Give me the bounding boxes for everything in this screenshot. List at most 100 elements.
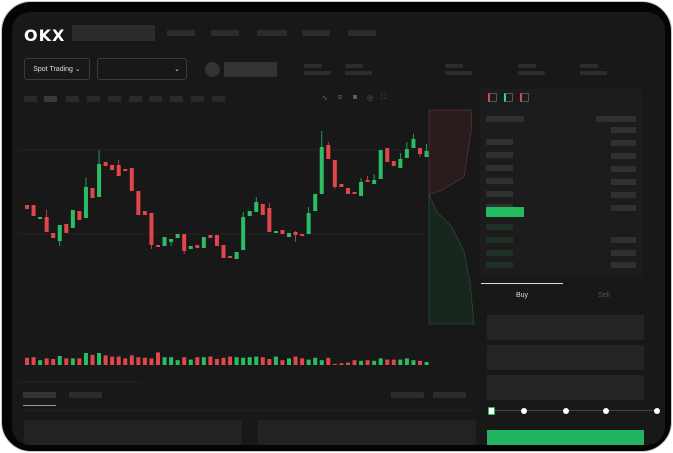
slider-step-100[interactable] (654, 408, 660, 414)
volume-bar (83, 353, 88, 365)
both-sides-icon[interactable] (488, 93, 497, 102)
candle-body (188, 246, 193, 249)
stat-label (580, 64, 598, 68)
volume-bar (136, 357, 141, 365)
order-book-row[interactable] (486, 224, 513, 230)
order-book-row[interactable] (611, 262, 636, 268)
timeframe-button[interactable] (129, 96, 142, 102)
amount-input[interactable] (487, 345, 644, 370)
spot-trading-button[interactable]: Spot Trading ⌄ (24, 58, 90, 80)
candle-body (332, 160, 337, 187)
timeframe-button[interactable] (212, 96, 225, 102)
order-book-row[interactable] (611, 250, 636, 256)
timeframe-button[interactable] (87, 96, 100, 102)
settings-icon[interactable]: ◎ (367, 95, 374, 102)
order-book-row[interactable] (486, 262, 513, 268)
total-input[interactable] (487, 375, 644, 400)
order-book-row[interactable] (611, 179, 636, 185)
candle-body (352, 192, 357, 194)
candle-body (339, 184, 344, 187)
order-book-row[interactable] (611, 127, 636, 133)
nav-item[interactable] (348, 30, 376, 36)
order-book-row[interactable] (486, 191, 513, 197)
nav-item[interactable] (257, 30, 287, 36)
line-chart-icon[interactable]: ∿ (322, 95, 328, 102)
timeframe-button[interactable] (108, 96, 121, 102)
timeframe-button[interactable] (66, 96, 79, 102)
nav-item[interactable] (302, 30, 330, 36)
order-book-row[interactable] (486, 152, 513, 158)
candle-body (267, 208, 272, 232)
filter-button[interactable] (433, 392, 466, 398)
candle-body (260, 204, 265, 215)
timeframe-button[interactable] (44, 96, 57, 102)
order-book-row[interactable] (486, 250, 513, 256)
volume-bar (175, 360, 180, 365)
candlestick-chart[interactable] (12, 12, 665, 445)
timeframe-button[interactable] (24, 96, 37, 102)
slider-step-75[interactable] (603, 408, 609, 414)
candle-body (129, 168, 134, 191)
slider-handle[interactable] (488, 407, 495, 415)
volume-bar (77, 358, 82, 365)
tab-buy[interactable]: Buy (515, 292, 529, 299)
volume-bar (228, 356, 233, 365)
order-book-row[interactable] (486, 116, 524, 122)
timeframe-button[interactable] (191, 96, 204, 102)
order-book-row[interactable] (596, 116, 636, 122)
order-book-row[interactable] (486, 139, 513, 145)
slider-step-50[interactable] (563, 408, 569, 414)
order-book-row[interactable] (611, 192, 636, 198)
nav-item[interactable] (211, 30, 239, 36)
order-book-row[interactable] (611, 205, 636, 211)
timeframe-button[interactable] (149, 96, 162, 102)
orders-card (24, 420, 242, 445)
candle-body (372, 180, 377, 184)
candle-body (398, 159, 403, 168)
nav-item[interactable] (167, 30, 195, 36)
volume-bar (345, 362, 350, 365)
candle-body (169, 239, 174, 242)
candle-body (110, 165, 115, 170)
amount-slider-track[interactable] (492, 410, 657, 411)
volume-bar (378, 358, 383, 365)
asks-icon[interactable] (520, 93, 529, 102)
header-search[interactable] (72, 25, 155, 41)
candle-body (97, 164, 102, 197)
pair-selector[interactable]: ⌄ (97, 58, 187, 80)
bids-icon[interactable] (504, 93, 513, 102)
candle-body (149, 213, 154, 245)
order-book-row[interactable] (611, 166, 636, 172)
tab-sell[interactable]: Sell (598, 292, 610, 299)
volume-bar (332, 363, 337, 365)
buy-button[interactable] (487, 430, 644, 445)
order-book-row[interactable] (486, 178, 513, 184)
volume-bar (103, 355, 108, 365)
candle-body (247, 211, 252, 216)
volume-bar (64, 358, 69, 365)
stat-value (304, 71, 331, 75)
timeframe-button[interactable] (170, 96, 183, 102)
order-book-row[interactable] (611, 140, 636, 146)
camera-icon[interactable]: ◙ (353, 94, 358, 101)
ruler-icon[interactable]: ⧄ (338, 94, 343, 101)
tab-order-history[interactable] (69, 392, 102, 398)
volume-bar (273, 356, 278, 365)
candle-body (77, 211, 82, 220)
depth-asks-area (428, 109, 473, 196)
volume-bar (97, 353, 102, 365)
coin-icon (205, 62, 220, 77)
fullscreen-icon[interactable]: ⛶ (381, 94, 386, 101)
slider-step-25[interactable] (521, 408, 527, 414)
tab-open-orders[interactable] (23, 392, 56, 398)
order-book-row[interactable] (611, 153, 636, 159)
order-book-row[interactable] (611, 237, 636, 243)
filter-button[interactable] (391, 392, 424, 398)
order-book-row[interactable] (486, 237, 513, 243)
candle-body (313, 194, 318, 211)
order-book-row[interactable] (486, 165, 513, 171)
volume-bar (254, 356, 259, 365)
candle-body (378, 150, 383, 179)
price-input[interactable] (487, 315, 644, 340)
candle-body (136, 191, 141, 215)
